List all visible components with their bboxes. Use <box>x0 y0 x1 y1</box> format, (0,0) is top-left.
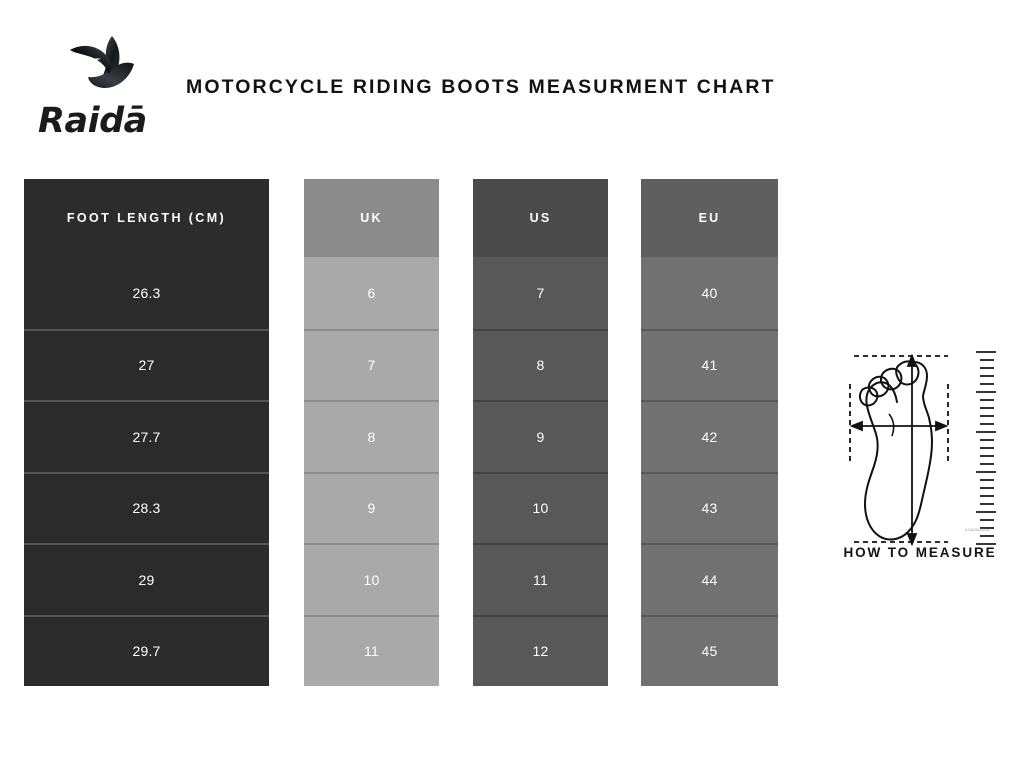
table-cell: 10 <box>473 471 608 543</box>
table-cell: 9 <box>473 400 608 472</box>
table-cell: 6 <box>304 257 439 329</box>
table-cell: 40 <box>641 257 778 329</box>
table-cell: 45 <box>641 614 778 686</box>
column-header-foot-length: FOOT LENGTH (CM) <box>24 179 269 257</box>
table-cell: 9 <box>304 471 439 543</box>
column-header-us: US <box>473 179 608 257</box>
column-us: US 7 8 9 10 11 12 <box>473 179 608 686</box>
table-cell: 11 <box>473 543 608 615</box>
table-cell: 8 <box>473 328 608 400</box>
table-cell: 28.3 <box>24 471 269 543</box>
brand-wordmark: Raidā <box>38 101 147 141</box>
column-uk: UK 6 7 8 9 10 11 <box>304 179 439 686</box>
table-cell: 29.7 <box>24 614 269 686</box>
table-cell: 29 <box>24 543 269 615</box>
brand-logo: Raidā <box>38 34 168 144</box>
column-header-eu: EU <box>641 179 778 257</box>
page-title: MOTORCYCLE RIDING BOOTS MEASURMENT CHART <box>186 76 776 98</box>
page-header: Raidā MOTORCYCLE RIDING BOOTS MEASURMENT… <box>0 0 1024 165</box>
table-cell: 10 <box>304 543 439 615</box>
table-cell: 27.7 <box>24 400 269 472</box>
table-cell: 11 <box>304 614 439 686</box>
table-cell: 27 <box>24 328 269 400</box>
table-cell: 43 <box>641 471 778 543</box>
table-cell: 44 <box>641 543 778 615</box>
table-cell: 8 <box>304 400 439 472</box>
table-cell: 7 <box>473 257 608 329</box>
table-cell: 42 <box>641 400 778 472</box>
table-cell: 26.3 <box>24 257 269 329</box>
column-foot-length: FOOT LENGTH (CM) 26.3 27 27.7 28.3 29 29… <box>24 179 269 686</box>
stock-image-watermark: #346338348 <box>965 527 990 532</box>
raida-turbine-logo-icon <box>60 34 138 104</box>
column-eu: EU 40 41 42 43 44 45 <box>641 179 778 686</box>
table-cell: 41 <box>641 328 778 400</box>
table-cell: 7 <box>304 328 439 400</box>
how-to-measure-caption: HOW TO MEASURE <box>843 545 997 560</box>
table-cell: 12 <box>473 614 608 686</box>
foot-sole-measurement-diagram <box>826 344 1016 559</box>
column-header-uk: UK <box>304 179 439 257</box>
